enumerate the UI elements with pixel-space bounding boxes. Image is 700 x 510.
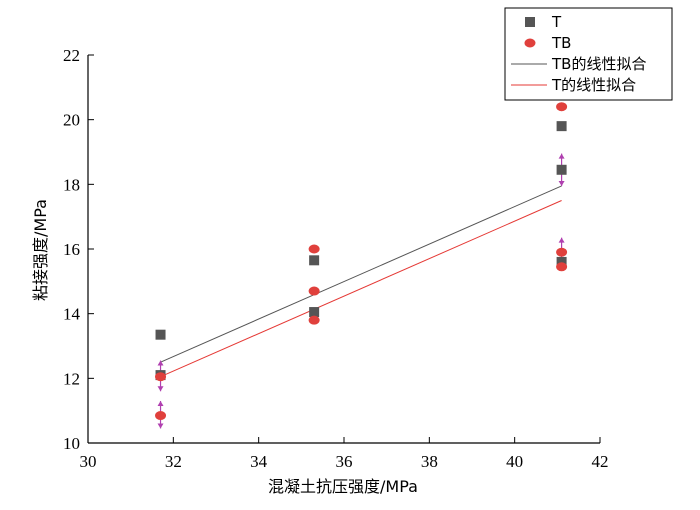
- x-tick-label: 42: [592, 452, 609, 471]
- x-tick-label: 34: [250, 452, 268, 471]
- data-point-tb: [155, 372, 167, 382]
- legend-label: TB的线性拟合: [551, 55, 646, 73]
- y-tick-label: 14: [63, 305, 81, 324]
- data-point-tb: [556, 102, 568, 112]
- y-tick-label: 20: [63, 111, 80, 130]
- axes: 30 32 34 36 38 40 42 10 12 14 16 18 20 22: [63, 46, 609, 471]
- y-axis-title: 粘接强度/MPa: [31, 199, 50, 301]
- fit-line: [160, 185, 562, 363]
- legend-label: TB: [551, 34, 571, 52]
- legend-square-swatch: [525, 17, 535, 27]
- legend-label: T的线性拟合: [551, 76, 636, 94]
- data-point-t: [155, 329, 166, 340]
- error-bar-cap-top: [157, 400, 164, 406]
- data-point-t: [556, 164, 567, 175]
- data-point-tb: [308, 315, 320, 325]
- data-point-t: [309, 307, 320, 318]
- y-tick-label: 18: [63, 175, 80, 194]
- data-point-tb: [556, 247, 568, 257]
- y-tick-label: 12: [63, 369, 80, 388]
- data-point-tb: [556, 262, 568, 272]
- y-tick-label: 10: [63, 434, 80, 453]
- data-point-tb: [308, 286, 320, 296]
- x-axis-title: 混凝土抗压强度/MPa: [268, 477, 418, 496]
- plot-area: [155, 102, 568, 429]
- data-point-t: [309, 255, 320, 266]
- error-bar-cap-top: [558, 153, 565, 159]
- data-point-t: [556, 256, 567, 267]
- x-tick-label: 36: [336, 452, 353, 471]
- legend-circle-swatch: [524, 38, 536, 48]
- error-bar-cap-bottom: [558, 180, 565, 186]
- error-bar-cap-bottom: [157, 423, 164, 429]
- data-point-tb: [155, 411, 167, 421]
- error-bar-cap-bottom: [157, 386, 164, 392]
- y-tick-label: 22: [63, 46, 80, 65]
- x-tick-label: 40: [506, 452, 523, 471]
- error-bar-cap-top: [558, 237, 565, 243]
- fit-line: [160, 200, 562, 378]
- x-tick-label: 38: [421, 452, 438, 471]
- y-tick-label: 16: [63, 240, 80, 259]
- legend: T TB TB的线性拟合 T的线性拟合: [504, 7, 673, 101]
- x-tick-label: 32: [165, 452, 182, 471]
- legend-label: T: [551, 13, 562, 31]
- x-tick-label: 30: [80, 452, 97, 471]
- data-point-t: [556, 121, 567, 132]
- data-point-tb: [308, 244, 320, 254]
- error-bar-cap-top: [157, 360, 164, 366]
